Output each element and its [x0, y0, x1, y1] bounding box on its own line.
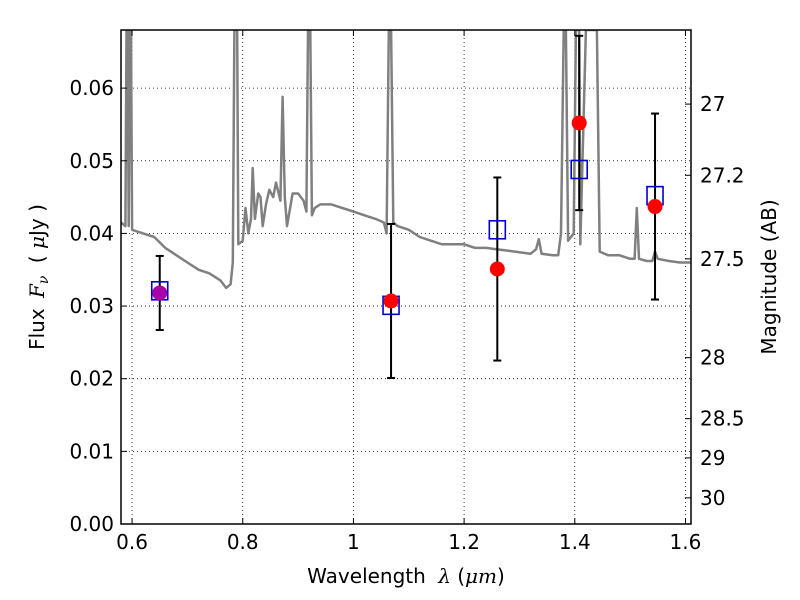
y2-tick-label: 28: [700, 346, 725, 370]
y-tick-label: 0.04: [69, 221, 114, 245]
x-tick-label: 1: [347, 530, 360, 554]
model-square-marker: [488, 219, 507, 240]
y2-tick-label: 29: [700, 446, 725, 470]
observed-circle-marker: [647, 199, 663, 215]
y2-tick-label: 27: [700, 92, 725, 116]
x-axis-label: Wavelength λ (μm): [307, 564, 505, 588]
y2-tick-label: 30: [700, 486, 725, 510]
y2-tick-label: 27.2: [700, 163, 745, 187]
x-axis-ticks: 0.6 0.8 1 1.2 1.4 1.6: [116, 30, 701, 554]
y-axis-ticks: 0.00 0.01 0.02 0.03 0.04 0.05 0.06: [69, 76, 127, 536]
x-tick-label: 0.6: [116, 530, 148, 554]
observed-circle-marker: [152, 285, 168, 301]
y2-tick-label: 28.5: [700, 407, 745, 431]
x-tick-label: 1.4: [559, 530, 591, 554]
y-axis-label: Flux Fν ( μJy ): [25, 204, 53, 350]
y2-axis-label: Magnitude (AB): [757, 199, 781, 354]
model-square-marker: [570, 159, 589, 180]
y-tick-label: 0.02: [69, 367, 114, 391]
observed-circle-marker: [489, 261, 505, 277]
x-tick-label: 1.2: [448, 530, 480, 554]
y2-tick-label: 27.5: [700, 247, 745, 271]
y-tick-label: 0.03: [69, 294, 114, 318]
observed-photometry-circles: [152, 115, 663, 309]
y-tick-label: 0.06: [69, 76, 114, 100]
plot-background: [121, 30, 691, 524]
observed-circle-marker: [383, 293, 399, 309]
y-tick-label: 0.00: [69, 512, 114, 536]
x-tick-label: 1.6: [670, 530, 702, 554]
x-tick-label: 0.8: [227, 530, 259, 554]
y-tick-label: 0.05: [69, 149, 114, 173]
y2-axis-ticks: 27 27.2 27.5 28 28.5 29 30: [685, 92, 745, 510]
plot-frame: [120, 29, 692, 525]
y-tick-label: 0.01: [69, 439, 114, 463]
observed-circle-marker: [571, 115, 587, 131]
